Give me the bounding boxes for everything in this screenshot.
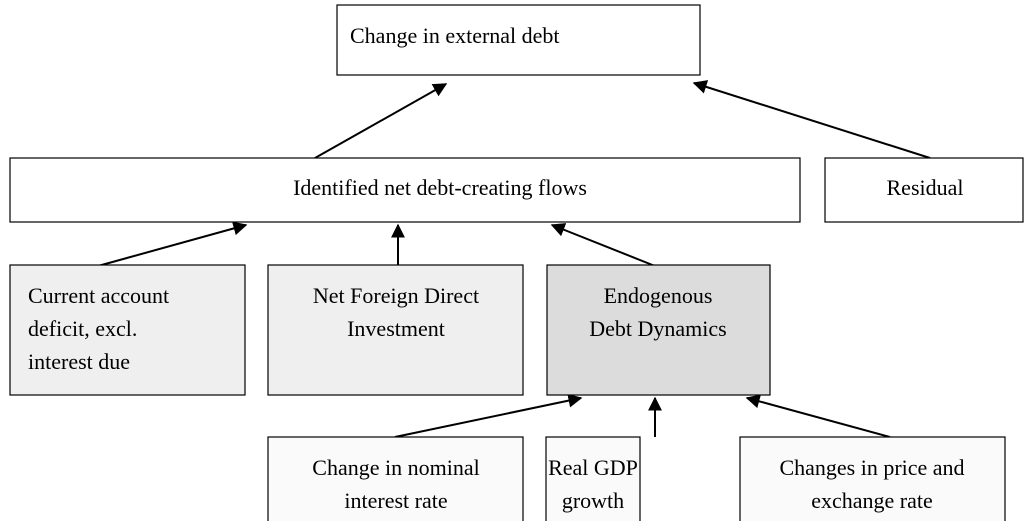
node-label: interest due (28, 349, 130, 374)
node-label: Change in external debt (350, 23, 560, 48)
arrow (394, 393, 583, 438)
node-label: Investment (347, 316, 445, 341)
boxes: Change in external debt Identified net de… (9, 4, 1024, 521)
node-label: interest rate (344, 488, 447, 513)
arrow (550, 223, 656, 267)
node-box (9, 157, 801, 223)
node-label: Identified net debt-creating flows (293, 175, 587, 200)
arrow (97, 221, 248, 267)
arrow (692, 80, 931, 159)
node-label: Residual (887, 175, 964, 200)
node-label: growth (562, 488, 624, 513)
node-label: Change in nominal (312, 455, 479, 480)
node-label: Current account (28, 283, 169, 308)
node-label: Real GDP (548, 455, 638, 480)
arrow (745, 394, 891, 438)
node-box (545, 436, 641, 521)
node-label: Endogenous (604, 283, 713, 308)
node-box (267, 264, 524, 396)
node-box (267, 436, 524, 521)
node-label: exchange rate (811, 488, 933, 513)
node-box (9, 264, 246, 396)
arrows (97, 80, 931, 438)
node-label: Changes in price and (779, 455, 964, 480)
node-box (336, 4, 701, 76)
node-box (824, 157, 1024, 223)
arrow (314, 83, 448, 159)
node-label: Debt Dynamics (589, 316, 726, 341)
node-box (546, 264, 771, 396)
node-label: deficit, excl. (28, 316, 137, 341)
node-label: Net Foreign Direct (313, 283, 479, 308)
node-box (739, 436, 1006, 521)
